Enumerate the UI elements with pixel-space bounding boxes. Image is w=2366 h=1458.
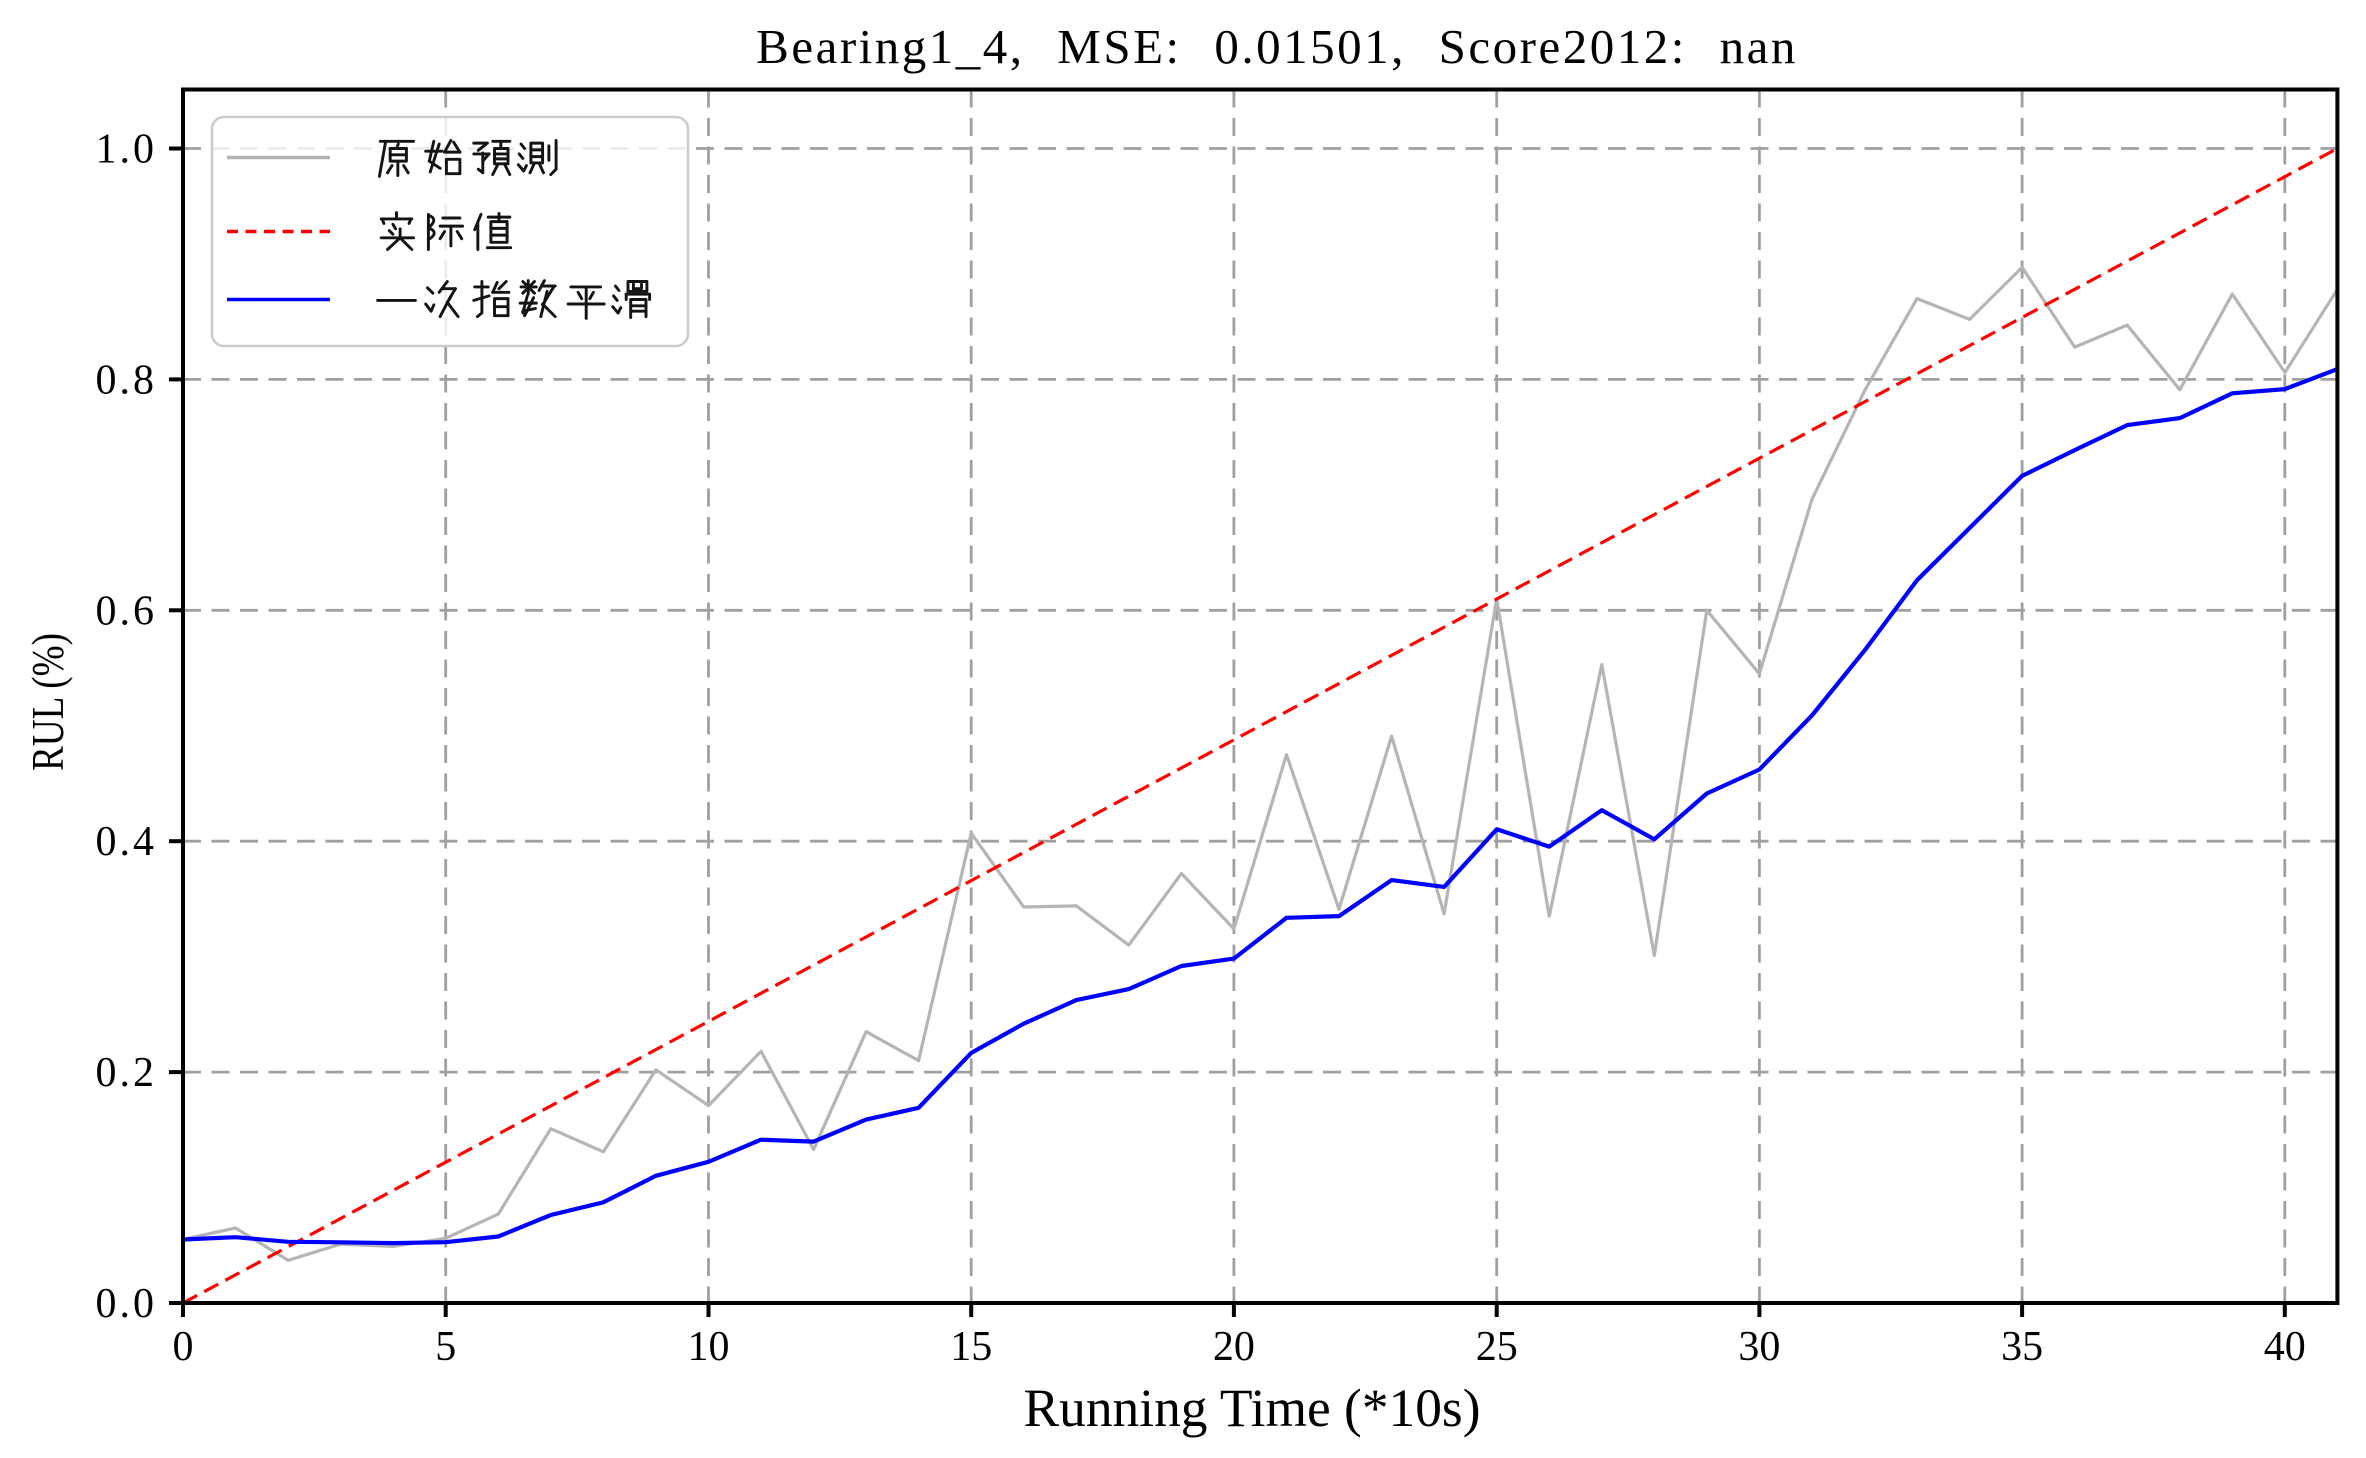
svg-text:0.6: 0.6 <box>96 588 158 634</box>
svg-text:0.2: 0.2 <box>96 1050 158 1096</box>
svg-text:0.8: 0.8 <box>96 357 158 403</box>
svg-text:Bearing1_4, MSE: 0.01501, Scor: Bearing1_4, MSE: 0.01501, Score2012: nan <box>756 19 1798 74</box>
svg-text:10: 10 <box>688 1324 730 1370</box>
svg-text:35: 35 <box>2001 1324 2043 1370</box>
svg-text:20: 20 <box>1213 1324 1255 1370</box>
svg-text:15: 15 <box>950 1324 992 1370</box>
svg-text:0: 0 <box>173 1324 194 1370</box>
svg-text:5: 5 <box>435 1324 456 1370</box>
svg-text:Running Time (*10s): Running Time (*10s) <box>1024 1378 1481 1438</box>
svg-text:RUL (%): RUL (%) <box>22 633 73 771</box>
svg-text:0.4: 0.4 <box>96 819 158 865</box>
svg-text:0.0: 0.0 <box>96 1281 158 1327</box>
svg-text:25: 25 <box>1476 1324 1518 1370</box>
svg-text:1.0: 1.0 <box>96 127 158 173</box>
svg-text:40: 40 <box>2264 1324 2306 1370</box>
svg-text:30: 30 <box>1738 1324 1780 1370</box>
